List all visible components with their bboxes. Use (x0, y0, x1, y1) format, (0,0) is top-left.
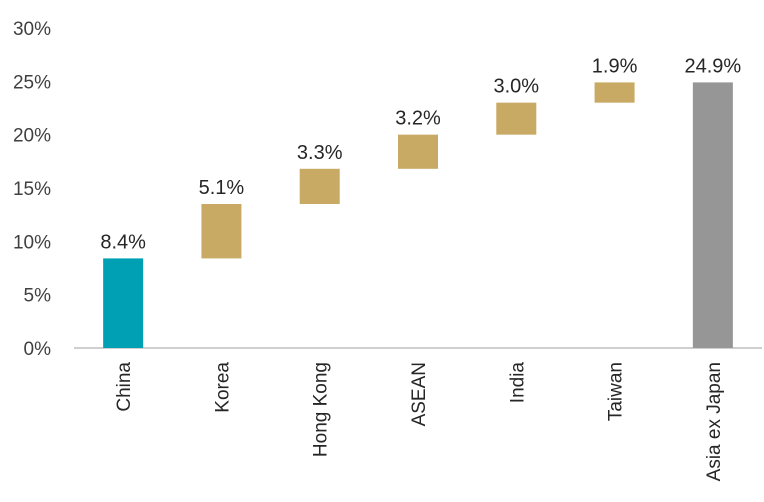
bar-asia-ex-japan (692, 82, 733, 349)
category-label: Taiwan (606, 362, 627, 421)
category-label: China (114, 362, 135, 412)
data-label: 1.9% (592, 55, 638, 77)
category-label: Asia ex Japan (704, 362, 725, 481)
bar-asean (398, 134, 438, 169)
bar-taiwan (594, 82, 635, 103)
data-label: 8.4% (100, 231, 146, 253)
bar-hong-kong (299, 168, 340, 204)
category-label: Hong Kong (311, 362, 332, 457)
y-tick-label: 25% (13, 72, 51, 93)
data-labels: 8.4% 5.1% 3.3% 3.2% 3.0% 1.9% 24.9% (100, 55, 741, 253)
y-tick-label: 20% (13, 126, 51, 147)
y-tick-label: 0% (24, 339, 52, 360)
data-label: 3.3% (297, 142, 343, 164)
y-tick-label: 5% (24, 286, 52, 307)
category-label: ASEAN (409, 362, 430, 426)
category-labels: China Korea Hong Kong ASEAN India Taiwan Asia … (114, 362, 725, 482)
data-label: 3.0% (493, 76, 539, 98)
y-axis-ticks: 0% 5% 10% 15% 20% 25% 30% (13, 19, 51, 360)
category-label: India (507, 362, 528, 404)
bar-india (496, 102, 537, 135)
y-tick-label: 15% (13, 179, 51, 200)
data-label: 3.2% (395, 108, 441, 130)
data-label: 24.9% (684, 55, 741, 77)
y-tick-label: 10% (13, 232, 51, 253)
data-label: 5.1% (199, 177, 245, 199)
bars (103, 82, 733, 349)
bar-china (103, 258, 144, 348)
category-label: Korea (212, 362, 233, 413)
y-tick-label: 30% (13, 19, 51, 40)
bar-korea (201, 204, 242, 259)
